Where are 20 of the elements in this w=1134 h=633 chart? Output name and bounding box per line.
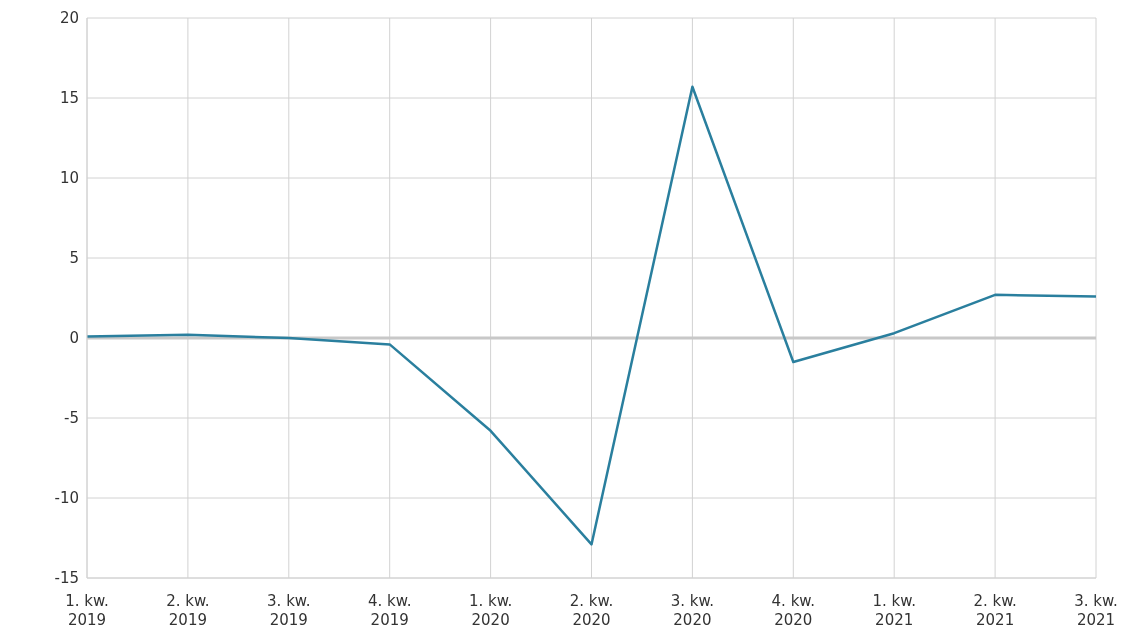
y-tick-label: -10 <box>54 489 79 508</box>
x-tick-label: 1. kw. 2019 <box>65 591 109 629</box>
y-tick-label: 0 <box>69 329 79 348</box>
x-tick-label: 4. kw. 2019 <box>367 591 412 629</box>
x-tick-label: 2. kw. 2020 <box>569 591 614 629</box>
y-tick-label: -5 <box>64 409 79 428</box>
y-tick-label: -15 <box>54 569 79 588</box>
x-tick-label: 3. kw. 2019 <box>267 591 311 629</box>
x-tick-label: 4. kw. 2020 <box>771 591 816 629</box>
x-tick-label: 1. kw. 2020 <box>468 591 513 629</box>
y-tick-label: 5 <box>69 249 79 268</box>
x-tick-label: 3. kw. 2021 <box>1074 591 1118 629</box>
x-tick-label: 2. kw. 2019 <box>166 591 210 629</box>
y-tick-label: 15 <box>59 89 79 108</box>
y-tick-label: 20 <box>59 9 79 28</box>
y-tick-label: 10 <box>59 169 79 188</box>
x-tick-label: 1. kw. 2021 <box>872 591 916 629</box>
x-tick-label: 3. kw. 2020 <box>670 591 715 629</box>
line-series <box>87 85 1096 546</box>
x-tick-label: 2. kw. 2021 <box>973 591 1017 629</box>
